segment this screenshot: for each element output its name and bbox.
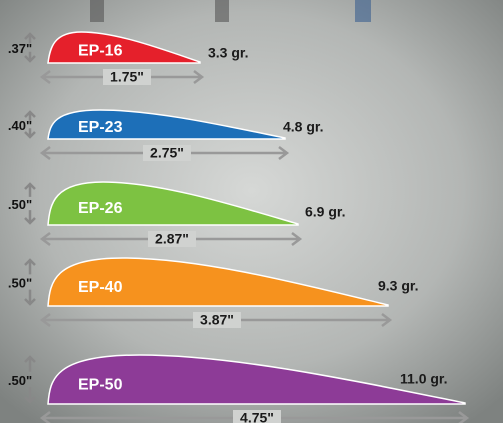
vane-height: .50" [8, 275, 32, 290]
vane-weight: 6.9 gr. [305, 204, 345, 220]
vane-length: 2.75" [150, 145, 184, 161]
vane-chart: .37" EP-16 3.3 gr. 1.75" .40" EP-23 4.8 gr. 2.7… [0, 0, 503, 423]
vane-height: .37" [8, 41, 32, 56]
vane-name: EP-40 [78, 279, 123, 296]
vane-length: 1.75" [110, 69, 144, 85]
vane-weight: 11.0 gr. [400, 371, 447, 387]
vane-height: .50" [8, 197, 32, 212]
vane-weight: 9.3 gr. [378, 278, 418, 294]
vane-name: EP-23 [78, 119, 123, 136]
vane-length: 2.87" [155, 231, 189, 247]
vane-height: .40" [8, 118, 32, 133]
vane-name: EP-50 [78, 377, 123, 394]
vane-height: .50" [8, 373, 32, 388]
vane-name: EP-16 [78, 42, 123, 59]
shaft [215, 0, 229, 22]
shaft [90, 0, 104, 22]
vane-weight: 4.8 gr. [283, 119, 323, 135]
vane-length: 4.75" [240, 410, 274, 423]
vane-weight: 3.3 gr. [208, 45, 248, 61]
vane-length: 3.87" [200, 312, 234, 328]
shaft [355, 0, 371, 22]
vane-name: EP-26 [78, 200, 123, 217]
